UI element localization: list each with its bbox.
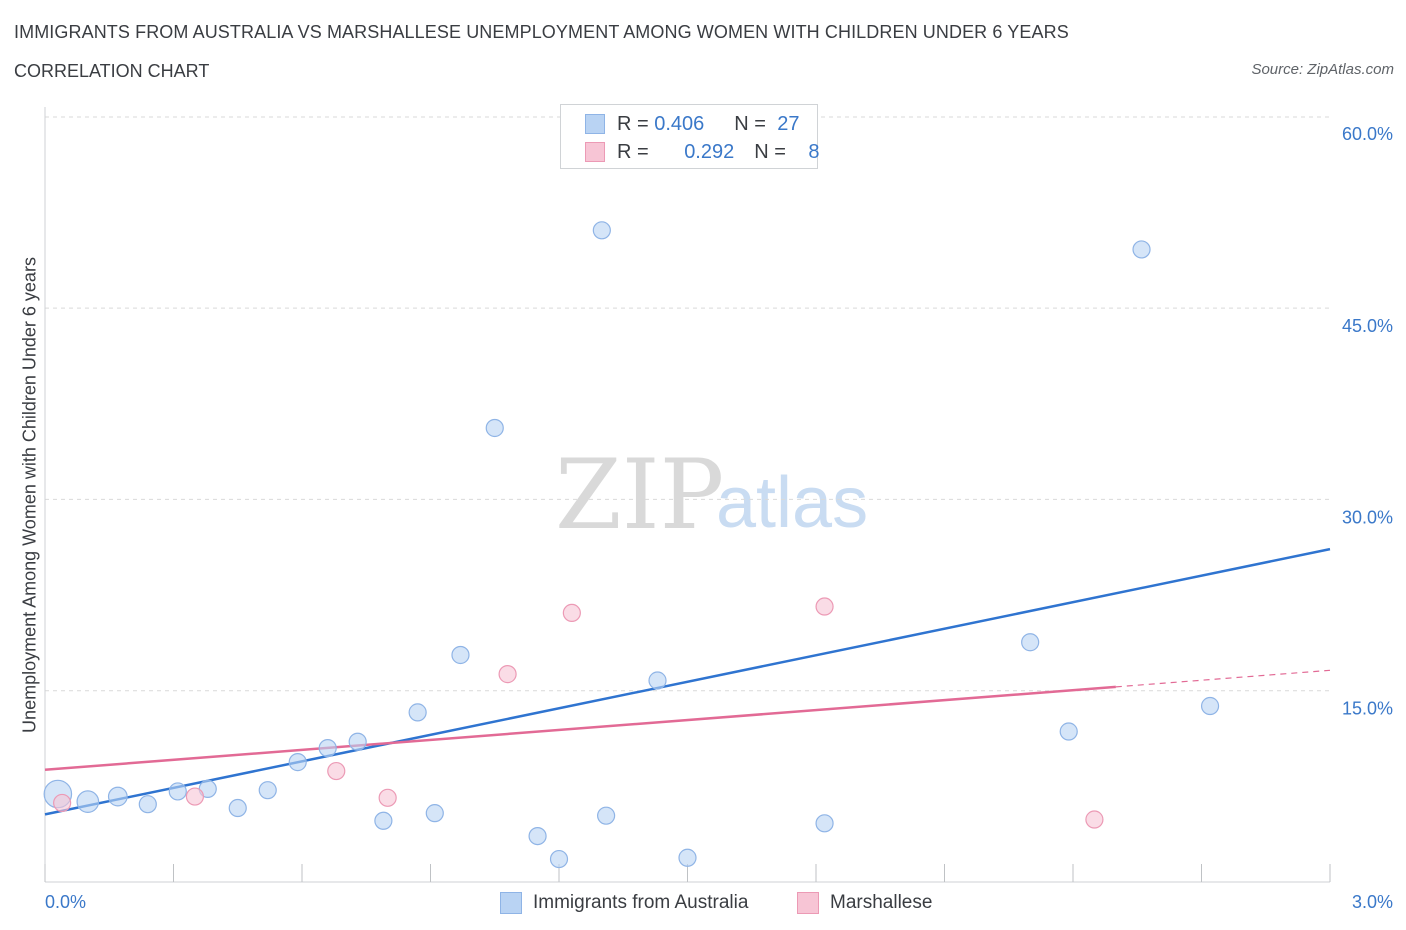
source-label: Source: ZipAtlas.com bbox=[1251, 61, 1394, 78]
watermark-zip: ZIP bbox=[555, 439, 724, 551]
y-tick-label: 60.0% bbox=[1342, 124, 1393, 144]
legend-n-value: 8 bbox=[808, 140, 820, 163]
australia-point bbox=[168, 782, 187, 801]
australia-point bbox=[1132, 240, 1151, 259]
australia-point bbox=[1059, 722, 1078, 741]
australia-point bbox=[485, 418, 504, 438]
legend-swatch-marshallese bbox=[585, 142, 605, 162]
australia-point bbox=[678, 848, 697, 867]
legend-row-marshallese: R = 0.292 N = 8 bbox=[585, 140, 820, 164]
axes bbox=[44, 107, 1331, 883]
legend-r-label: R = bbox=[617, 112, 655, 135]
australia-point bbox=[1200, 696, 1220, 716]
australia-point bbox=[288, 753, 307, 772]
legend-n-value: 27 bbox=[777, 112, 800, 135]
trend-line-marshallese-extension bbox=[1115, 669, 1331, 688]
bottom-legend-marshallese: Marshallese bbox=[797, 890, 932, 916]
legend-r-value: 0.406 bbox=[654, 112, 705, 135]
australia-point bbox=[549, 849, 569, 869]
australia-point bbox=[348, 732, 367, 751]
trend-line-australia bbox=[44, 547, 1331, 816]
australia-point bbox=[374, 811, 393, 830]
x-tick-label: 0.0% bbox=[45, 892, 86, 912]
bottom-swatch-australia bbox=[500, 892, 522, 914]
australia-point bbox=[138, 795, 157, 814]
chart-subtitle: CORRELATION CHART bbox=[14, 61, 210, 81]
y-tick-label: 45.0% bbox=[1342, 316, 1393, 336]
marshallese-point bbox=[53, 793, 72, 813]
australia-point bbox=[318, 738, 337, 758]
australia-point bbox=[258, 781, 277, 800]
australia-point bbox=[408, 703, 427, 722]
y-tick-label: 15.0% bbox=[1342, 699, 1393, 719]
marshallese-point bbox=[327, 761, 346, 781]
chart-title: IMMIGRANTS FROM AUSTRALIA VS MARSHALLESE… bbox=[14, 22, 1069, 42]
australia-point bbox=[76, 790, 100, 814]
legend-r-label: R = bbox=[617, 140, 655, 163]
australia-point bbox=[648, 671, 667, 690]
marshallese-point bbox=[378, 788, 397, 807]
marshallese-point bbox=[815, 597, 834, 616]
legend-r-value: 0.292 bbox=[684, 140, 735, 163]
y-tick-label: 30.0% bbox=[1342, 507, 1393, 527]
australia-point bbox=[1021, 633, 1040, 652]
australia-point bbox=[228, 798, 247, 818]
trend-line-marshallese bbox=[44, 685, 1116, 772]
bottom-legend-australia-label: Immigrants from Australia bbox=[533, 892, 749, 913]
trend-lines bbox=[44, 547, 1331, 816]
legend-n-label: N = bbox=[734, 112, 772, 135]
australia-point bbox=[815, 814, 834, 833]
tick-labels: 15.0% 30.0% 45.0% 60.0% 0.0% 3.0% bbox=[45, 124, 1393, 912]
australia-point bbox=[528, 826, 547, 846]
legend-swatch-australia bbox=[585, 114, 605, 134]
marshallese-point bbox=[1085, 810, 1104, 829]
australia-point bbox=[592, 221, 611, 240]
stats-legend: R = 0.406 N = 27 R = 0.292 N = 8 bbox=[560, 104, 820, 169]
marshallese-point bbox=[562, 603, 581, 623]
watermark-atlas: atlas bbox=[716, 463, 868, 543]
marshallese-point bbox=[498, 665, 517, 684]
legend-row-australia: R = 0.406 N = 27 bbox=[585, 112, 800, 136]
bottom-swatch-marshallese bbox=[797, 892, 819, 914]
bottom-legend-australia: Immigrants from Australia bbox=[500, 890, 748, 916]
gridlines bbox=[45, 116, 1330, 692]
australia-point bbox=[451, 645, 470, 665]
watermark: ZIP atlas bbox=[555, 439, 868, 551]
australia-point bbox=[597, 806, 616, 825]
australia-point bbox=[425, 804, 444, 823]
marshallese-point bbox=[185, 787, 205, 806]
australia-point bbox=[107, 786, 128, 807]
data-points bbox=[43, 221, 1220, 869]
legend-n-label: N = bbox=[754, 140, 792, 163]
x-tick-label: 3.0% bbox=[1352, 892, 1393, 912]
bottom-legend-marshallese-label: Marshallese bbox=[830, 892, 933, 913]
